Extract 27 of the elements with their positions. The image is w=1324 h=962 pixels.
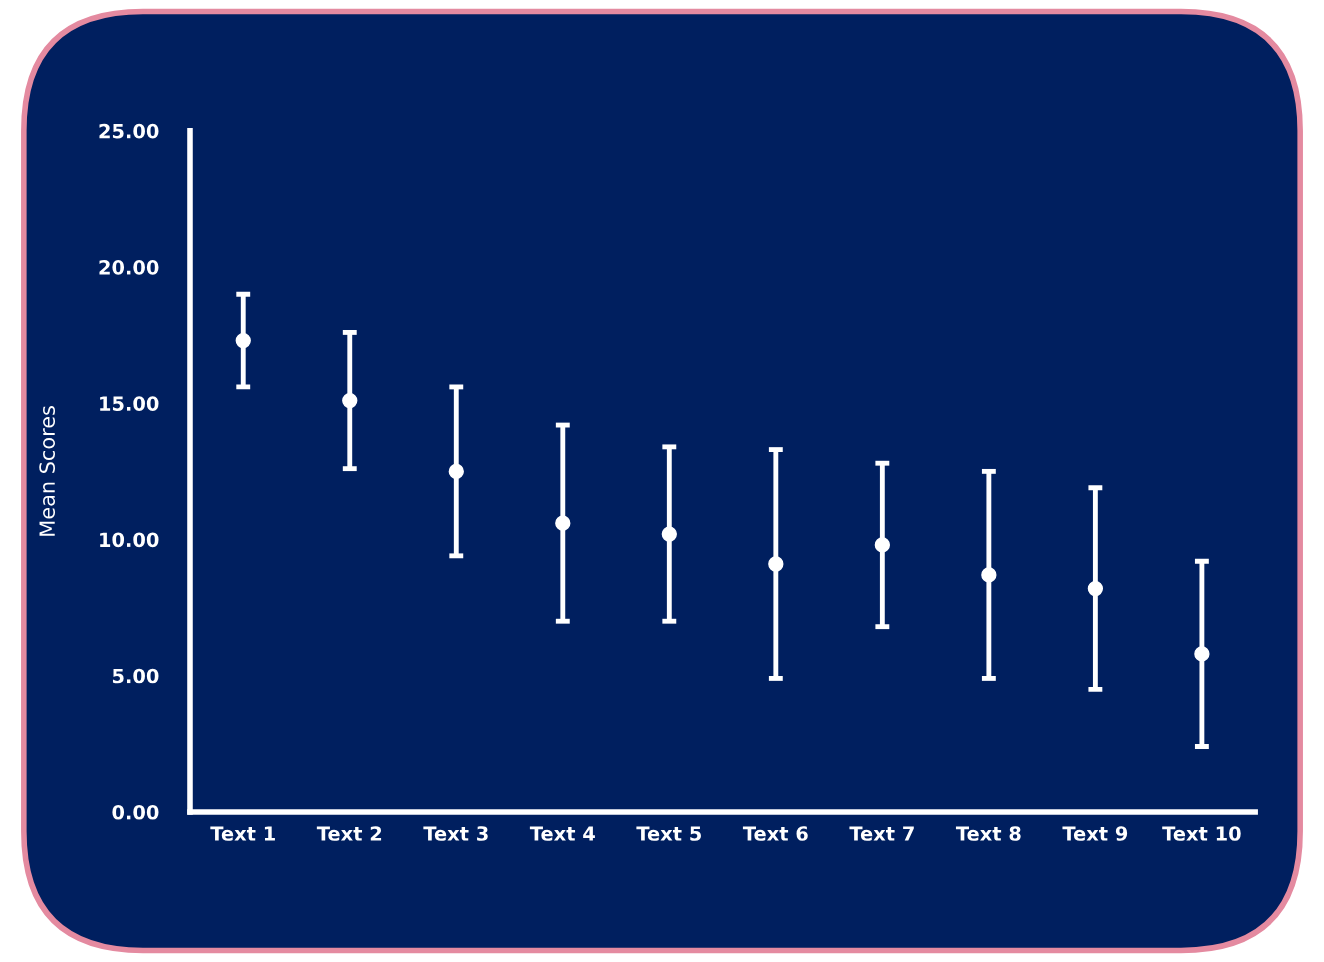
y-axis-title: Mean Scores <box>39 406 56 536</box>
point <box>448 463 464 480</box>
y-tick-label: 0.00 <box>112 804 159 820</box>
point <box>768 556 784 572</box>
point <box>342 392 358 409</box>
x-tick-label: Text 5 <box>636 826 701 841</box>
point <box>874 537 890 553</box>
y-tick-label: 15.00 <box>100 396 159 411</box>
y-tick-label: 5.00 <box>112 668 159 684</box>
x-tick-label: Text 6 <box>742 826 808 841</box>
x-tick-label: Text 9 <box>1062 826 1128 841</box>
x-tick-label: Text 2 <box>316 826 382 841</box>
y-tick-label: 25.00 <box>99 123 159 139</box>
x-tick-label: Text 4 <box>529 826 595 841</box>
x-tick-label: Text 3 <box>423 826 488 841</box>
x-tick-label: Text 7 <box>849 826 914 841</box>
point <box>1194 646 1210 662</box>
point <box>661 526 677 542</box>
x-tick-label: Text 1 <box>210 826 275 841</box>
y-tick-label: 10.00 <box>100 532 159 548</box>
x-tick-label: Text 10 <box>1162 826 1241 841</box>
point <box>555 515 571 531</box>
point <box>1087 580 1104 597</box>
point <box>981 567 997 583</box>
y-tick-label: 20.00 <box>99 260 159 275</box>
point <box>235 332 251 349</box>
x-tick-label: Text 8 <box>955 826 1021 841</box>
